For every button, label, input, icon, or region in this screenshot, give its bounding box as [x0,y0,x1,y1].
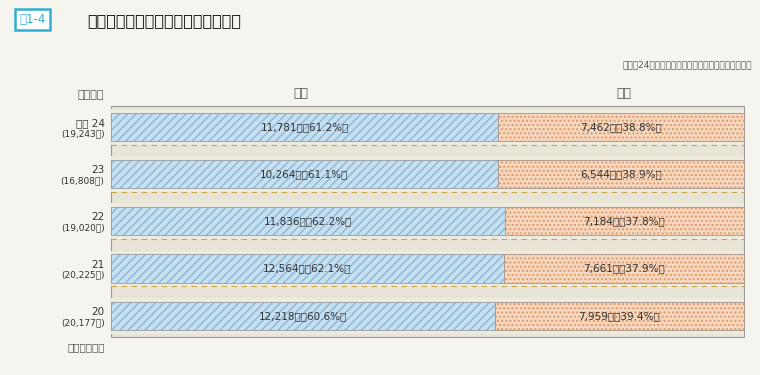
Bar [111,112,499,141]
Text: （平成24年度一般職の国家公務員の任用状況調査）: （平成24年度一般職の国家公務員の任用状況調査） [623,60,752,69]
Bar [111,160,744,188]
Bar [111,298,744,334]
Bar [504,254,744,283]
Bar [505,207,744,236]
Text: 7,184人（37.8%）: 7,184人（37.8%） [584,216,665,226]
Bar [111,207,744,236]
Bar [111,160,498,188]
Text: (20,225人): (20,225人) [61,271,104,280]
Text: (16,808人): (16,808人) [61,176,104,185]
Bar [498,160,744,188]
Text: 12,218人（60.6%）: 12,218人（60.6%） [258,311,347,321]
Text: 22: 22 [91,213,104,222]
Bar [111,112,499,141]
Text: 12,564人（62.1%）: 12,564人（62.1%） [263,264,352,273]
Text: （採用者数）: （採用者数） [67,342,104,352]
Bar [111,112,744,141]
Bar [111,302,495,330]
Bar [495,302,744,330]
Bar [111,302,744,330]
Text: 平成 24: 平成 24 [75,118,104,128]
Text: 20: 20 [91,307,104,317]
Bar [111,254,504,283]
Text: (19,243人): (19,243人) [61,129,104,138]
Text: (19,020人): (19,020人) [61,224,104,232]
Bar [111,207,505,236]
Bar [111,254,504,283]
Text: 11,836人（62.2%）: 11,836人（62.2%） [264,216,352,226]
Bar [505,207,744,236]
Text: (20,177人): (20,177人) [61,318,104,327]
Bar [498,160,744,188]
Bar [495,302,744,330]
Bar [111,251,744,286]
Text: 6,544人（38.9%）: 6,544人（38.9%） [580,169,662,179]
Text: 最近５年間の採用者の男女別構成比: 最近５年間の採用者の男女別構成比 [87,13,242,28]
Text: 21: 21 [91,260,104,270]
Bar [499,112,744,141]
Text: 7,959人（39.4%）: 7,959人（39.4%） [578,311,660,321]
Bar [111,156,744,192]
Text: 7,462人（38.8%）: 7,462人（38.8%） [581,122,662,132]
Text: 7,661人（37.9%）: 7,661人（37.9%） [583,264,665,273]
Text: 11,781人（61.2%）: 11,781人（61.2%） [261,122,349,132]
Text: 女性: 女性 [616,87,632,100]
Bar [504,254,744,283]
Bar [111,207,505,236]
Text: 男性: 男性 [293,87,309,100]
Bar [499,112,744,141]
Bar [111,302,495,330]
Bar [111,254,744,283]
Text: 図1-4: 図1-4 [19,13,46,26]
Bar [111,109,744,145]
Text: （年度）: （年度） [78,90,104,100]
Bar [111,160,498,188]
Bar [111,203,744,239]
Text: 23: 23 [91,165,104,175]
Text: 10,264人（61.1%）: 10,264人（61.1%） [260,169,348,179]
